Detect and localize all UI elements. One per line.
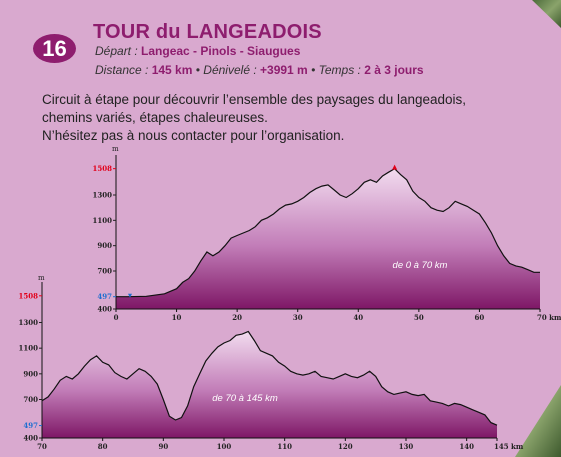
y-tick-label: 1300 [93,191,113,200]
x-tick-label: 0 [114,313,119,322]
elevation-area [116,168,540,309]
separator-1: • [195,63,200,77]
y-tick-label: 497 [23,421,38,430]
elevation-area [42,331,497,438]
x-tick-label: 100 [217,442,232,451]
y-tick-label: 497 [97,292,112,301]
y-axis-unit-label: m [38,274,45,282]
y-tick-label: 900 [97,241,112,250]
y-tick-label: 1508 [93,164,113,173]
temps-value: 2 à 3 jours [364,63,424,77]
temps-label: Temps : [318,63,361,77]
header: 16 TOUR du LANGEADOIS Départ : Langeac -… [0,0,561,150]
photo-top-right [532,0,561,28]
depart-value: Langeac - Pinols - Siaugues [141,44,301,58]
distance-value: 145 km [151,63,193,77]
section-annotation: de 0 à 70 km [393,260,448,271]
x-tick-label: 120 [338,442,353,451]
route-number-badge: 16 [33,34,76,63]
x-tick-label: 10 [172,313,182,322]
description: Circuit à étape pour découvrir l’ensembl… [42,91,502,145]
x-tick-label: 70 km [537,313,561,322]
elevation-line [41,330,498,426]
elevation-line [116,167,540,298]
x-tick-label: 145 km [494,442,524,451]
x-tick-label: 140 [459,442,474,451]
route-title: TOUR du LANGEADOIS [93,21,322,43]
description-line-1: Circuit à étape pour découvrir l’ensembl… [42,92,467,107]
denivele-value: +3991 m [260,63,308,77]
y-axis-unit-label: m [112,145,119,153]
x-tick-label: 60 [475,313,485,322]
y-tick-label: 700 [23,395,38,404]
chart-0-70km: m 400 497 700 900 1100 1300 1508 0 10 20 30 40 50 60 70… [93,145,561,322]
y-tick-label: 400 [23,434,38,443]
min-elevation-marker [128,293,132,298]
description-line-2: chemins variés, étapes chaleureuses. [42,110,268,125]
x-tick-label: 40 [353,313,363,322]
separator-2: • [311,63,316,77]
y-tick-label: 1100 [19,344,39,353]
x-tick-label: 90 [158,442,168,451]
max-elevation-marker [392,164,398,170]
stats-line: Distance : 145 km • Dénivelé : +3991 m •… [95,63,424,77]
y-tick-label: 1100 [93,216,113,225]
y-tick-label: 1300 [19,318,39,327]
y-tick-label: 700 [97,267,112,276]
description-line-3: N’hésitez pas à nous contacter pour l’or… [42,128,345,143]
x-tick-label: 110 [277,442,292,451]
distance-label: Distance : [95,63,149,77]
x-tick-label: 50 [414,313,424,322]
y-tick-label: 1508 [19,291,39,300]
depart-line: Départ : Langeac - Pinols - Siaugues [95,44,300,58]
y-tick-label: 400 [97,305,112,314]
x-tick-label: 20 [232,313,242,322]
x-tick-label: 70 [37,442,47,451]
x-tick-label: 30 [293,313,303,322]
x-tick-label: 130 [399,442,414,451]
section-annotation: de 70 à 145 km [212,393,278,404]
x-tick-label: 80 [98,442,108,451]
depart-label: Départ : [95,44,138,58]
photo-bottom-right [515,385,561,457]
y-tick-label: 900 [23,369,38,378]
denivele-label: Dénivelé : [203,63,257,77]
